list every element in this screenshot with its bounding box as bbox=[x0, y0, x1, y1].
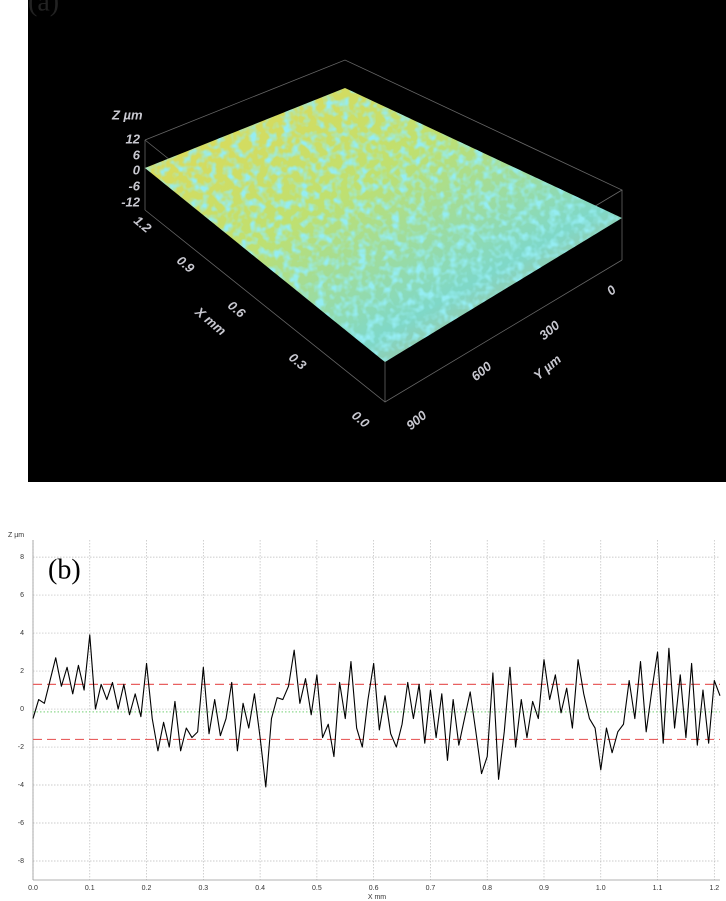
x-tick-label: 0.6 bbox=[369, 885, 379, 892]
x-tick-label: 0.5 bbox=[312, 885, 322, 892]
z-tick-label: -6 bbox=[128, 178, 140, 193]
x-tick-label: 0.3 bbox=[198, 885, 208, 892]
x-axis-label: X mm bbox=[368, 894, 386, 901]
x-tick-label: 0.9 bbox=[539, 885, 549, 892]
z-tick-label: -12 bbox=[121, 194, 141, 209]
y-tick-label: -6 bbox=[18, 820, 24, 827]
y-tick-label: -2 bbox=[18, 744, 24, 751]
y-tick-label: -4 bbox=[18, 782, 24, 789]
x-tick-label: 1.0 bbox=[596, 885, 606, 892]
panel-label: (a) bbox=[28, 0, 59, 17]
y-tick-label: 6 bbox=[20, 592, 24, 599]
z-axis-label: Z µm bbox=[111, 107, 143, 122]
z-tick-label: 12 bbox=[126, 131, 141, 146]
y-tick-label: 0 bbox=[20, 706, 24, 713]
y-axis-label: Z µm bbox=[8, 532, 24, 539]
profile-chart: -8 -6 -4 -2 0 2 4 6 8 0.0 0.1 0.2 0.3 0.4 0.5 0.6 0.7 0.8… bbox=[18, 540, 721, 892]
x-tick-label: 1.1 bbox=[653, 885, 663, 892]
x-tick-label: 0.0 bbox=[28, 885, 38, 892]
z-tick-label: 6 bbox=[133, 147, 141, 162]
x-tick-label: 0.4 bbox=[255, 885, 265, 892]
y-tick-label: 2 bbox=[20, 668, 24, 675]
x-tick-label: 0.2 bbox=[142, 885, 152, 892]
y-tick-label: 8 bbox=[20, 554, 24, 561]
x-tick-label: 0.7 bbox=[426, 885, 436, 892]
y-tick-label: 4 bbox=[20, 630, 24, 637]
y-tick-label: -8 bbox=[18, 858, 24, 865]
x-tick-label: 0.8 bbox=[482, 885, 492, 892]
panel-label: (b) bbox=[48, 554, 81, 585]
x-tick-label: 1.2 bbox=[709, 885, 719, 892]
profile-line bbox=[32, 634, 721, 788]
x-tick-label: 0.1 bbox=[85, 885, 95, 892]
z-tick-label: 0 bbox=[133, 162, 141, 177]
